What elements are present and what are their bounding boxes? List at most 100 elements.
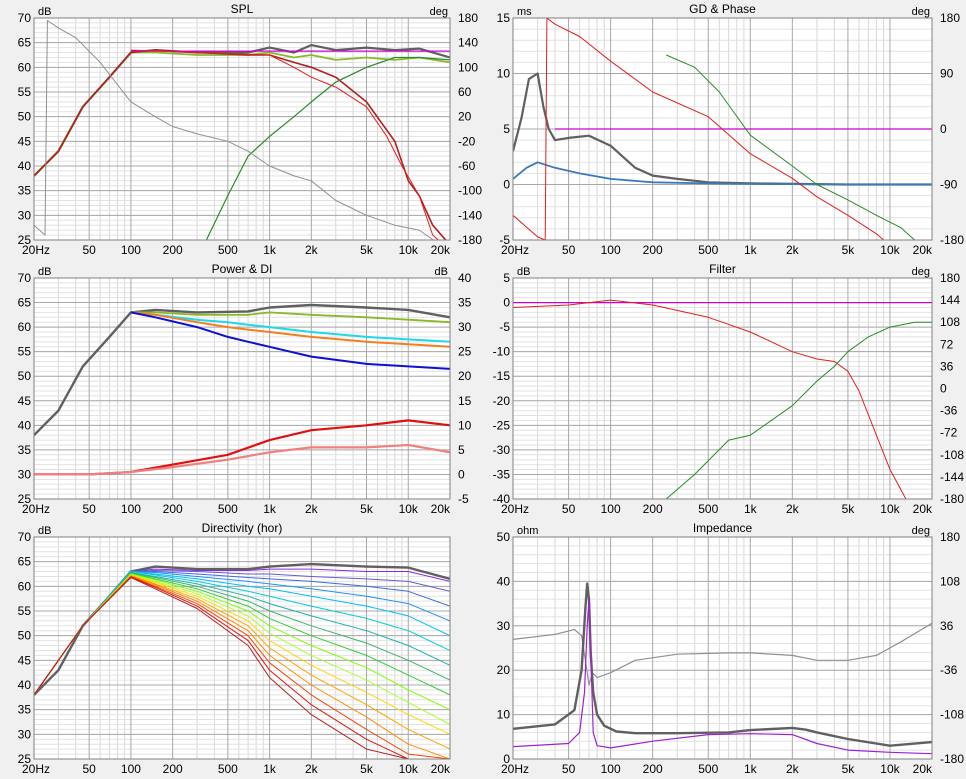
- x-tick-label: 200: [163, 502, 183, 516]
- plot-border: [512, 17, 933, 241]
- major-grid: [512, 536, 933, 760]
- x-tick-label: 50: [83, 762, 97, 776]
- series-line-17: [34, 577, 450, 759]
- y-tick-label-left: 40: [18, 159, 32, 173]
- y-tick-label-right: 90: [940, 67, 954, 81]
- y-tick-label-left: 0: [503, 752, 510, 766]
- y-tick-label-left: 0: [503, 178, 510, 192]
- series-line-4: [130, 311, 450, 370]
- y-unit-left: dB: [38, 266, 51, 278]
- y-tick-label-right: 100: [458, 60, 478, 74]
- x-tick-label: 20k: [913, 762, 933, 776]
- y-tick-label-left: -40: [493, 492, 511, 506]
- y-tick-label-left: 0: [503, 296, 510, 310]
- y-tick-label-left: 55: [18, 604, 32, 618]
- plot-area: [513, 278, 932, 499]
- y-tick-label-right: -90: [940, 178, 958, 192]
- chart-title: GD & Phase: [689, 2, 756, 16]
- y-tick-label-right: 180: [458, 11, 478, 25]
- series-group: [513, 582, 932, 755]
- y-tick-label-right: 0: [940, 122, 947, 136]
- x-tick-label: 20Hz: [501, 762, 529, 776]
- x-tick-label: 2k: [786, 502, 800, 516]
- series-line-4: [666, 54, 932, 240]
- y-tick-label-right: -144: [940, 470, 964, 484]
- chart-spl: SPL 20Hz 50 100 200 500 1k 2k 5k 10k 20k 25 30 35 40 45…: [18, 2, 483, 257]
- y-tick-label-left: -5: [499, 320, 510, 334]
- y-tick-label-left: -10: [493, 345, 511, 359]
- x-tick-label: 5k: [842, 243, 856, 257]
- y-unit-left: ms: [517, 6, 532, 18]
- y-tick-label-right: 15: [458, 394, 472, 408]
- x-tick-label: 20k: [913, 502, 933, 516]
- y-tick-label-left: 30: [18, 208, 32, 222]
- y-tick-label-left: 40: [18, 678, 32, 692]
- y-tick-label-left: 30: [497, 619, 511, 633]
- y-tick-label-left: 70: [18, 11, 32, 25]
- y-tick-label-left: 30: [18, 727, 32, 741]
- y-tick-label-right: 40: [458, 271, 472, 285]
- y-tick-label-right: -36: [940, 663, 958, 677]
- plot-border: [33, 17, 451, 241]
- x-tick-label: 20k: [431, 243, 451, 257]
- y-tick-label-left: 25: [18, 752, 32, 766]
- y-tick-label-left: 55: [18, 85, 32, 99]
- x-tick-label: 50: [83, 502, 97, 516]
- series-line-5: [130, 49, 440, 240]
- x-tick-label: 500: [218, 502, 238, 516]
- y-tick-label-right: 20: [458, 369, 472, 383]
- y-tick-label-right: 30: [458, 320, 472, 334]
- y-tick-label-right: 35: [458, 296, 472, 310]
- y-tick-label-left: 65: [18, 296, 32, 310]
- y-tick-label-left: 5: [503, 122, 510, 136]
- x-tick-label: 2k: [305, 243, 319, 257]
- y-tick-label-right: 180: [940, 530, 960, 544]
- plot-border: [512, 536, 933, 760]
- y-tick-label-right: 72: [940, 337, 954, 351]
- y-unit-left: dB: [517, 266, 530, 278]
- y-tick-label-right: -72: [940, 426, 958, 440]
- y-tick-label-right: 144: [940, 293, 960, 307]
- y-unit-right: deg: [912, 6, 930, 18]
- y-tick-label-left: 60: [18, 60, 32, 74]
- y-tick-label-left: -25: [493, 418, 511, 432]
- series-line-6: [34, 20, 435, 240]
- x-tick-label: 20Hz: [22, 502, 50, 516]
- x-tick-label: 1k: [744, 502, 758, 516]
- y-tick-label-right: -108: [940, 448, 964, 462]
- y-tick-label-right: 25: [458, 345, 472, 359]
- y-tick-label-left: 35: [18, 184, 32, 198]
- x-tick-label: 200: [643, 502, 663, 516]
- y-tick-label-left: 60: [18, 579, 32, 593]
- y-tick-label-right: 180: [940, 11, 960, 25]
- y-tick-label-left: 25: [18, 492, 32, 506]
- y-tick-label-right: -5: [458, 492, 469, 506]
- y-tick-label-left: -35: [493, 467, 511, 481]
- y-tick-label-left: 50: [18, 369, 32, 383]
- y-unit-right: dB: [435, 266, 448, 278]
- y-tick-label-right: -36: [940, 404, 958, 418]
- x-tick-label: 5k: [842, 762, 856, 776]
- series-group: [34, 562, 450, 759]
- y-tick-label-right: -180: [458, 233, 482, 247]
- chart-title: Directivity (hor): [202, 521, 283, 535]
- x-tick-label: 20Hz: [22, 243, 50, 257]
- x-tick-label: 5k: [842, 502, 856, 516]
- y-unit-left: ohm: [517, 525, 538, 537]
- x-tick-label: 10k: [399, 243, 419, 257]
- y-tick-label-right: 60: [458, 85, 472, 99]
- y-tick-label-left: 65: [18, 555, 32, 569]
- y-tick-label-left: 40: [497, 574, 511, 588]
- y-tick-label-left: 70: [18, 530, 32, 544]
- x-tick-label: 50: [562, 762, 576, 776]
- chart-directivity-hor: Directivity (hor) 20Hz 50 100 200 500 1k 2k 5k 10…: [18, 521, 451, 776]
- y-tick-label-left: 25: [18, 233, 32, 247]
- x-tick-label: 500: [698, 243, 718, 257]
- x-tick-label: 5k: [360, 762, 374, 776]
- y-tick-label-right: 108: [940, 574, 960, 588]
- series-group: [513, 18, 932, 240]
- plot-area: [513, 537, 932, 759]
